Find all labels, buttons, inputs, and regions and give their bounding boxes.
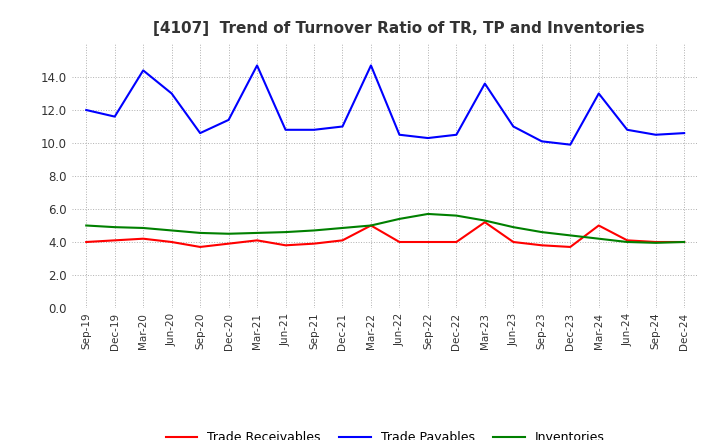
Trade Payables (366, 63, 375, 68)
Line: Inventories: Inventories (86, 214, 684, 243)
Trade Receivables (566, 244, 575, 249)
Inventories (423, 211, 432, 216)
Trade Receivables (196, 244, 204, 249)
Trade Payables (595, 91, 603, 96)
Inventories (310, 228, 318, 233)
Trade Payables (537, 139, 546, 144)
Trade Payables (423, 136, 432, 141)
Inventories (623, 239, 631, 245)
Trade Payables (566, 142, 575, 147)
Inventories (253, 230, 261, 235)
Inventories (225, 231, 233, 236)
Trade Receivables (282, 243, 290, 248)
Inventories (595, 236, 603, 241)
Line: Trade Payables: Trade Payables (86, 66, 684, 145)
Line: Trade Receivables: Trade Receivables (86, 222, 684, 247)
Trade Receivables (82, 239, 91, 245)
Inventories (452, 213, 461, 218)
Inventories (82, 223, 91, 228)
Trade Receivables (110, 238, 119, 243)
Trade Receivables (423, 239, 432, 245)
Trade Payables (196, 130, 204, 136)
Trade Receivables (452, 239, 461, 245)
Trade Receivables (225, 241, 233, 246)
Inventories (566, 233, 575, 238)
Trade Payables (509, 124, 518, 129)
Trade Payables (225, 117, 233, 122)
Trade Receivables (253, 238, 261, 243)
Trade Payables (82, 107, 91, 113)
Trade Receivables (480, 220, 489, 225)
Legend: Trade Receivables, Trade Payables, Inventories: Trade Receivables, Trade Payables, Inven… (160, 425, 611, 440)
Trade Receivables (623, 238, 631, 243)
Trade Receivables (595, 223, 603, 228)
Trade Receivables (139, 236, 148, 241)
Inventories (110, 224, 119, 230)
Trade Payables (452, 132, 461, 137)
Trade Payables (110, 114, 119, 119)
Inventories (480, 218, 489, 223)
Trade Payables (652, 132, 660, 137)
Trade Payables (480, 81, 489, 86)
Trade Receivables (652, 239, 660, 245)
Trade Receivables (395, 239, 404, 245)
Trade Payables (282, 127, 290, 132)
Trade Payables (139, 68, 148, 73)
Inventories (680, 239, 688, 245)
Inventories (282, 230, 290, 235)
Text: [4107]  Trend of Turnover Ratio of TR, TP and Inventories: [4107] Trend of Turnover Ratio of TR, TP… (153, 21, 645, 36)
Trade Payables (167, 91, 176, 96)
Inventories (395, 216, 404, 221)
Trade Receivables (338, 238, 347, 243)
Trade Receivables (509, 239, 518, 245)
Inventories (537, 230, 546, 235)
Inventories (167, 228, 176, 233)
Trade Payables (623, 127, 631, 132)
Trade Payables (310, 127, 318, 132)
Trade Payables (253, 63, 261, 68)
Inventories (509, 224, 518, 230)
Inventories (652, 240, 660, 246)
Inventories (196, 230, 204, 235)
Trade Payables (680, 130, 688, 136)
Trade Receivables (310, 241, 318, 246)
Trade Receivables (167, 239, 176, 245)
Trade Receivables (680, 239, 688, 245)
Trade Payables (338, 124, 347, 129)
Trade Payables (395, 132, 404, 137)
Inventories (338, 225, 347, 231)
Inventories (139, 225, 148, 231)
Inventories (366, 223, 375, 228)
Trade Receivables (366, 223, 375, 228)
Trade Receivables (537, 243, 546, 248)
